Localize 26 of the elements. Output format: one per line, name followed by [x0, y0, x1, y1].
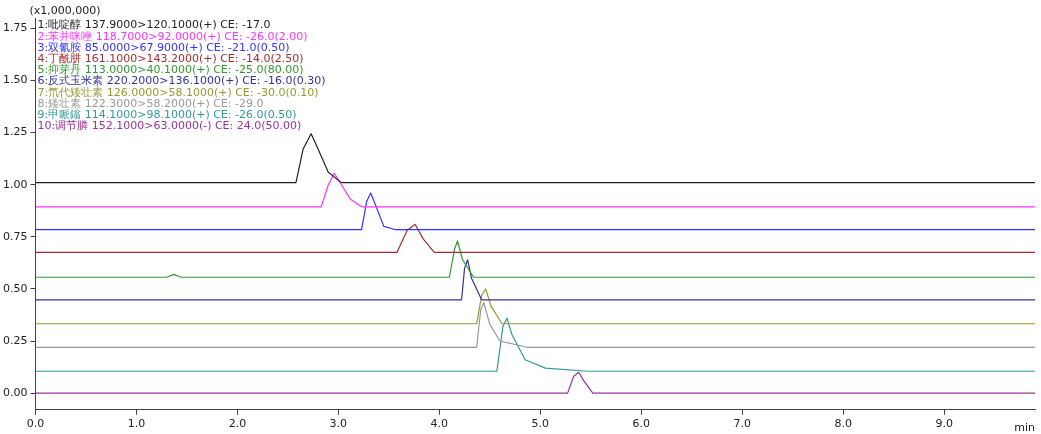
y-tick-label: 1.00 [2, 177, 28, 191]
x-tick-label: 2.0 [228, 417, 247, 431]
text: 9:甲哌鎓 114.1000>98.1000(+) CE: -26.0(0.50) [37, 107, 297, 121]
y-tick-label: 1.50 [2, 73, 28, 87]
text: 6:反式玉米素 220.2000>136.1000(+) CE: -16.0(0.30) [37, 74, 326, 88]
x-tick-label: 1.0 [127, 417, 146, 431]
y-tick-label: 0.00 [2, 385, 28, 399]
y-axis-title: (x1,000,000) [29, 4, 101, 17]
x-tick-label: 5.0 [531, 417, 550, 431]
x-tick-label: 3.0 [329, 417, 348, 431]
text: 10:调节膦 152.1000>63.0000(-) CE: 24.0(50.00) [37, 119, 302, 133]
text: 2:苯并咪唑 118.7000>92.0000(+) CE: -26.0(2.00) [37, 29, 308, 43]
text: 1:吡啶醇 137.9000>120.1000(+) CE: -17.0 [37, 18, 271, 32]
x-tick-label: 0.0 [26, 417, 45, 431]
x-tick-label: 9.0 [935, 417, 953, 431]
y-tick-label: 1.75 [2, 21, 28, 35]
x-tick-label: 4.0 [430, 417, 449, 431]
y-tick-label: 1.25 [2, 125, 28, 139]
x-tick-label: 7.0 [733, 417, 751, 431]
y-tick-label: 0.25 [2, 333, 28, 347]
text: 7:氘代矮壮素 126.0000>58.1000(+) CE: -30.0(0.10) [37, 85, 319, 99]
x-tick-label: 6.0 [632, 417, 650, 431]
y-tick-label: 0.50 [2, 281, 28, 295]
y-tick-label: 0.75 [2, 229, 28, 243]
x-axis-title: min [1014, 421, 1036, 434]
x-tick-label: 8.0 [834, 417, 852, 431]
